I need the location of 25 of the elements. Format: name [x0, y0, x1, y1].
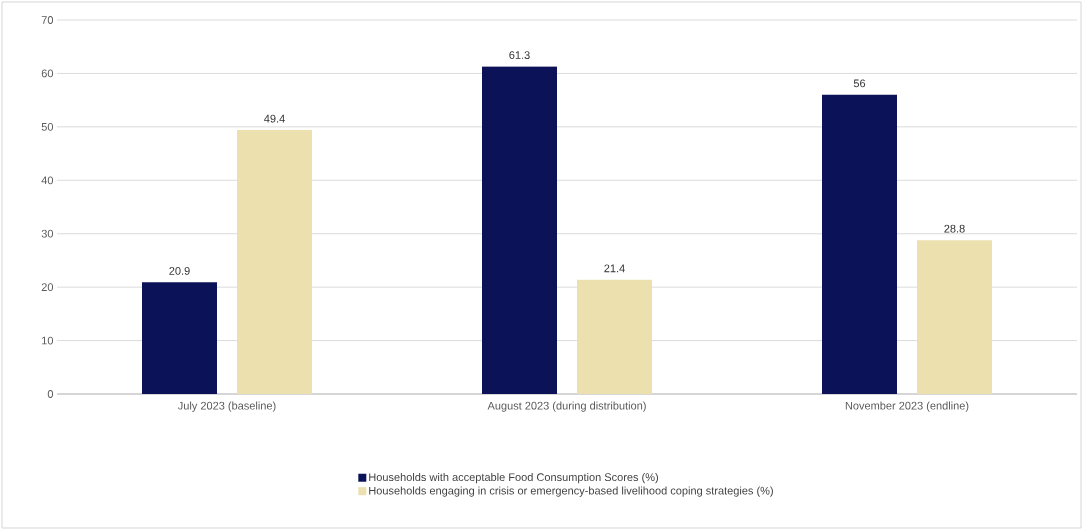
- y-tick-label: 30: [41, 229, 54, 238]
- y-tick-label: 60: [41, 69, 54, 78]
- data-label: 49.4: [264, 114, 285, 123]
- bar: [917, 240, 992, 394]
- data-label: 21.4: [604, 264, 625, 273]
- bar: [142, 282, 217, 394]
- bar: [482, 66, 557, 394]
- y-tick-label: 0: [47, 390, 54, 398]
- data-label: 28.8: [944, 224, 965, 233]
- data-label: 20.9: [169, 267, 190, 275]
- y-tick-label: 70: [41, 16, 54, 24]
- x-tick-label: July 2023 (baseline): [177, 401, 276, 412]
- y-tick-label: 10: [42, 336, 54, 345]
- y-tick-label: 50: [41, 122, 54, 131]
- y-tick-label: 40: [41, 176, 54, 185]
- data-label: 56: [853, 79, 866, 88]
- data-label: 61.3: [509, 51, 530, 59]
- legend-label: Households engaging in crisis or emergency-based livelihood coping strategies (%): [369, 486, 773, 497]
- legend-label: Households with acceptable Food Consumption Scores (%): [369, 473, 658, 484]
- x-tick-label: August 2023 (during distribution): [487, 401, 646, 412]
- bar: [577, 279, 652, 394]
- y-tick-label: 20: [41, 283, 54, 292]
- bar: [237, 130, 312, 394]
- bar: [822, 94, 898, 394]
- x-tick-label: November 2023 (endline): [845, 401, 969, 412]
